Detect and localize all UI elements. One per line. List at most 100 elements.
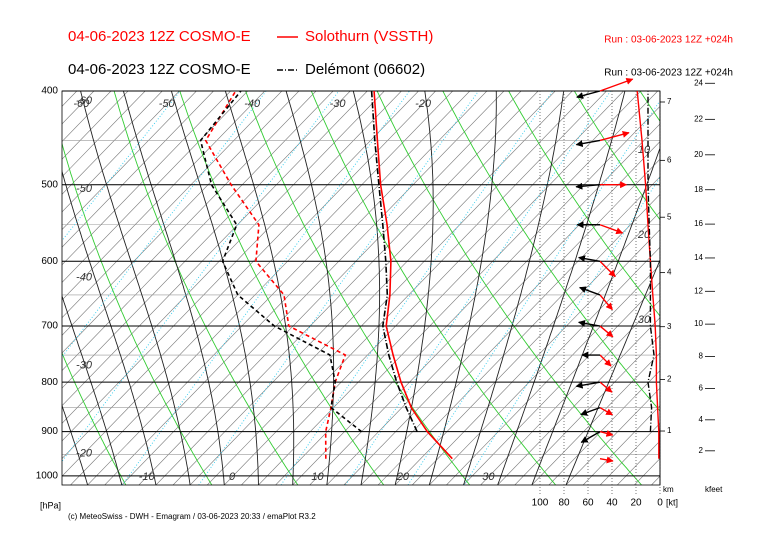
isotherm [62,91,231,266]
isotherm [62,91,283,319]
isotherm [582,405,660,485]
km-label: km [663,485,674,494]
kfeet-tick-label: 20 [694,150,703,159]
kfeet-tick-label: 18 [694,185,703,194]
moist-adiabat [285,91,335,485]
isotherm [207,91,590,485]
isotherm [241,91,624,485]
wind-arrow [575,182,601,190]
mixing-ratio-line [280,91,554,485]
wind-arrow [599,406,614,416]
kfeet-tick-label: 2 [699,446,704,455]
isotherm [309,123,660,485]
km-tick-label: 6 [667,155,672,164]
isotherm [62,91,180,213]
isotherm-label: 0 [229,471,236,483]
isotherm [62,91,351,389]
isotherm [446,264,660,485]
isotherm [0,91,26,485]
isotherm [224,91,607,485]
wind-arrow [599,294,613,311]
wind-arrow [580,431,601,444]
isotherm-label: -30 [330,98,347,110]
isotherm [62,91,197,231]
isotherm-label: -50 [159,98,176,110]
isotherm [480,299,660,485]
isotherm [62,91,163,195]
isotherm [0,91,43,485]
isotherm [62,91,146,178]
kfeet-tick-label: 24 [694,78,703,87]
dry-adiabat [0,88,40,485]
wind-tick-label: 0 [657,498,663,509]
wind-arrow [599,224,624,235]
isotherm-label: -60 [76,95,93,107]
isotherm [0,91,8,485]
isotherm [138,91,522,485]
dry-adiabat [508,91,660,317]
legend-label: Delémont (06602) [305,61,425,78]
moist-adiabat [497,91,626,485]
isotherm [669,91,766,485]
dry-adiabat [62,142,213,485]
isotherm [62,91,334,371]
kfeet-label: kfeet [705,485,723,494]
dry-adiabat [704,88,766,485]
moist-adiabat [62,169,157,485]
isotherm [565,387,660,485]
isotherm-label: -20 [76,447,93,459]
kfeet-tick-label: 14 [694,253,703,262]
wind-arrow [576,90,601,99]
isotherm [258,91,641,485]
isotherm [497,317,660,485]
isotherm-label: 20 [396,471,410,483]
isotherm [377,193,660,485]
isotherm [62,91,265,301]
km-tick-label: 4 [667,268,672,277]
moist-adiabat [352,91,381,485]
mixing-ratio-line [463,176,660,485]
km-tick-label: 2 [667,375,672,384]
isotherm [463,282,660,485]
y-tick-label: 1000 [36,471,59,482]
wind-arrow [599,381,613,393]
wind-arrow [579,286,601,296]
isotherm [412,229,660,485]
moist-adiabat [62,294,123,485]
wind-arrow [599,430,614,437]
isotherm [62,91,385,424]
wind-arrow [575,139,601,147]
moist-adiabat [80,91,191,485]
isotherm-label: -40 [76,271,93,283]
isotherm [326,141,660,485]
model-title: 04-06-2023 12Z COSMO-E [68,61,251,78]
km-tick-label: 5 [667,212,672,221]
isotherm [62,91,419,460]
wind-arrow [599,325,614,338]
km-tick-label: 3 [667,322,672,331]
mixing-ratio-line [62,91,181,242]
speed-label: 30 [638,314,651,326]
moist-adiabat [62,404,89,485]
run-label: Run : 03-06-2023 12Z +024h [604,68,733,79]
isotherm [360,176,660,485]
temperature-line [370,90,418,432]
wind-arrow [599,456,614,464]
isotherm [104,91,488,485]
mixing-ratio-line [62,91,267,358]
speed-label: 20 [637,229,651,241]
kfeet-tick-label: 16 [694,219,703,228]
dry-adiabat [310,91,556,485]
wind-speed-line [647,91,655,432]
isotherm-label: -50 [76,183,93,195]
isotherm [62,91,248,283]
isotherm [155,91,539,485]
mixing-ratio-line [345,91,612,485]
wind-arrow [599,260,616,278]
isotherm [62,91,436,477]
isotherm-label: -40 [244,98,261,110]
wind-arrow [599,354,612,367]
isotherm [599,422,660,485]
